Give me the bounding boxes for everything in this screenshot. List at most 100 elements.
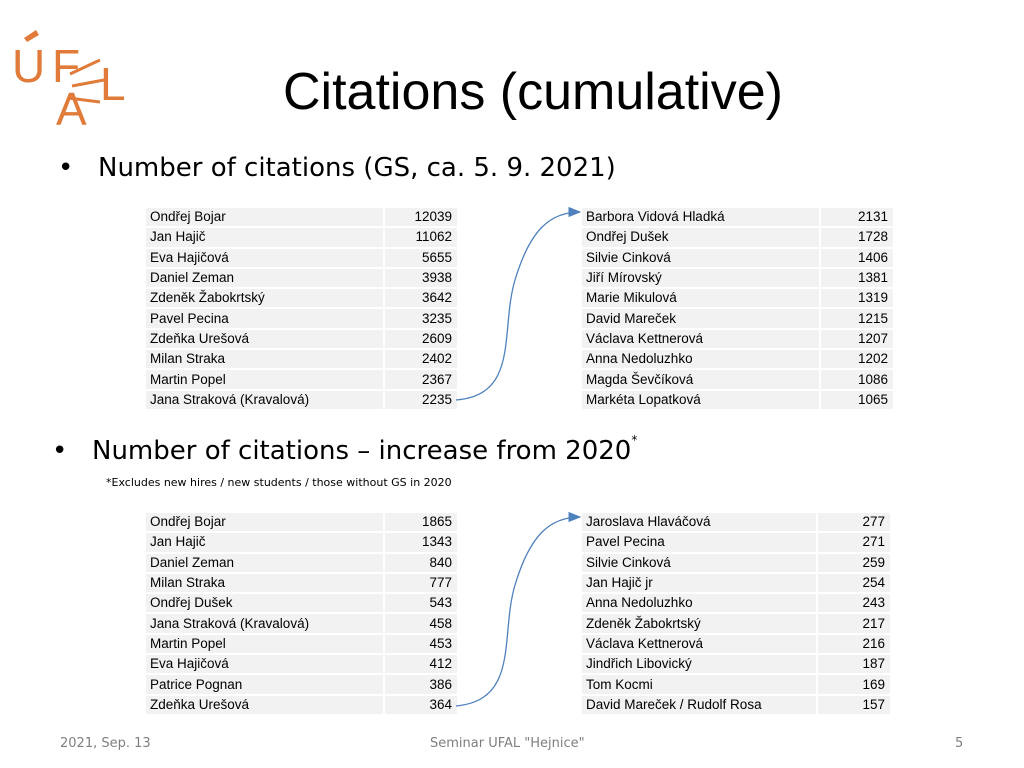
increase-table-left: Ondřej Bojar 1865 Jan Hajič 1343 Daniel Zema…	[146, 513, 457, 716]
person-name: Magda Ševčíková	[582, 369, 821, 391]
table-row: Eva Hajičová 412	[146, 654, 457, 676]
citation-count: 840	[384, 552, 457, 574]
citation-count: 1215	[820, 308, 893, 330]
table-row: Jindřich Libovický 187	[582, 654, 890, 676]
person-name: Tom Kocmi	[582, 674, 818, 696]
person-name: Patrice Pognan	[146, 674, 385, 696]
citation-count: 2131	[820, 208, 893, 229]
increase-table-right: Jaroslava Hlaváčová 277 Pavel Pecina 271 Sil…	[582, 513, 890, 716]
table-row: Zdeněk Žabokrtský 217	[582, 613, 890, 635]
table-row: Magda Ševčíková 1086	[582, 369, 893, 391]
citation-count: 216	[817, 633, 890, 656]
citation-count: 3938	[384, 267, 457, 290]
table-row: Eva Hajičová 5655	[146, 247, 457, 269]
table-row: Václava Kettnerová 1207	[582, 328, 893, 351]
person-name: Silvie Cinková	[582, 552, 818, 574]
citation-count: 254	[817, 572, 890, 595]
table-row: Jan Hajič 1343	[146, 532, 457, 554]
person-name: Jana Straková (Kravalová)	[146, 613, 385, 635]
svg-text:L: L	[100, 58, 126, 110]
footer-page-number: 5	[955, 736, 964, 751]
citation-count: 543	[384, 593, 457, 615]
table-row: David Mareček 1215	[582, 308, 893, 330]
citation-count: 3642	[384, 288, 457, 310]
person-name: Václava Kettnerová	[582, 328, 821, 351]
person-name: Jana Straková (Kravalová)	[146, 389, 385, 411]
person-name: David Mareček	[582, 308, 821, 330]
person-name: Anna Nedoluzhko	[582, 593, 818, 615]
citation-count: 11062	[384, 227, 457, 249]
table-row: Pavel Pecina 3235	[146, 308, 457, 330]
table-row: Anna Nedoluzhko 243	[582, 593, 890, 615]
person-name: Eva Hajičová	[146, 247, 385, 269]
citation-count: 259	[817, 552, 890, 574]
table-row: Jana Straková (Kravalová) 2235	[146, 389, 457, 411]
citation-count: 2235	[384, 389, 457, 411]
person-name: Milan Straka	[146, 349, 385, 371]
person-name: Anna Nedoluzhko	[582, 349, 821, 371]
citation-count: 364	[384, 694, 457, 716]
person-name: Zdeňka Urešová	[146, 328, 385, 351]
table-row: Ondřej Dušek 543	[146, 593, 457, 615]
person-name: Ondřej Bojar	[146, 208, 385, 229]
table-row: Ondřej Dušek 1728	[582, 227, 893, 249]
person-name: Marie Mikulová	[582, 288, 821, 310]
person-name: Jiří Mírovský	[582, 267, 821, 290]
bullet-dot: •	[52, 436, 68, 466]
citation-count: 386	[384, 674, 457, 696]
table-row: Patrice Pognan 386	[146, 674, 457, 696]
bullet-dot: •	[58, 153, 74, 183]
person-name: Jan Hajič	[146, 227, 385, 249]
citation-count: 1381	[820, 267, 893, 290]
table-row: Jana Straková (Kravalová) 458	[146, 613, 457, 635]
citation-count: 1202	[820, 349, 893, 371]
citation-count: 412	[384, 654, 457, 676]
bullet-cumulative: • Number of citations (GS, ca. 5. 9. 2021…	[58, 155, 616, 181]
citation-count: 1207	[820, 328, 893, 351]
person-name: Zdeňka Urešová	[146, 694, 385, 716]
citation-count: 1728	[820, 227, 893, 249]
citation-count: 777	[384, 572, 457, 595]
citation-count: 1865	[384, 513, 457, 534]
table-row: Daniel Zeman 840	[146, 552, 457, 574]
footnote-mark: *	[631, 433, 638, 447]
citation-count: 2367	[384, 369, 457, 391]
person-name: Eva Hajičová	[146, 654, 385, 676]
citation-count: 1343	[384, 532, 457, 554]
table-row: Milan Straka 2402	[146, 349, 457, 371]
citation-count: 277	[817, 513, 890, 534]
cumulative-table-right: Barbora Vidová Hladká 2131 Ondřej Dušek 172…	[582, 208, 893, 411]
table-row: Silvie Cinková 1406	[582, 247, 893, 269]
table-row: Markéta Lopatková 1065	[582, 389, 893, 411]
person-name: Zdeněk Žabokrtský	[582, 613, 818, 635]
citation-count: 1086	[820, 369, 893, 391]
person-name: Markéta Lopatková	[582, 389, 821, 411]
ufal-logo: U F A L	[12, 30, 126, 130]
person-name: Jan Hajič jr	[582, 572, 818, 595]
person-name: Milan Straka	[146, 572, 385, 595]
person-name: Barbora Vidová Hladká	[582, 208, 821, 229]
table-row: Barbora Vidová Hladká 2131	[582, 208, 893, 229]
citation-count: 1319	[820, 288, 893, 310]
citation-count: 458	[384, 613, 457, 635]
footer-event: Seminar UFAL "Hejnice"	[430, 736, 585, 751]
table-row: Martin Popel 453	[146, 633, 457, 656]
footnote-text: *Excludes new hires / new students / tho…	[106, 476, 452, 489]
table-row: Ondřej Bojar 1865	[146, 513, 457, 534]
person-name: Martin Popel	[146, 369, 385, 391]
person-name: Václava Kettnerová	[582, 633, 818, 656]
page-title: Citations (cumulative)	[283, 63, 783, 121]
cumulative-table-left: Ondřej Bojar 12039 Jan Hajič 11062 Eva Hajič…	[146, 208, 457, 411]
table-row: Jiří Mírovský 1381	[582, 267, 893, 290]
footer-date: 2021, Sep. 13	[60, 736, 151, 751]
table-row: Zdeňka Urešová 364	[146, 694, 457, 716]
person-name: Silvie Cinková	[582, 247, 821, 269]
citation-count: 169	[817, 674, 890, 696]
person-name: Jan Hajič	[146, 532, 385, 554]
person-name: Pavel Pecina	[582, 532, 818, 554]
continuation-arrow-bottom	[455, 511, 582, 707]
table-row: Tom Kocmi 169	[582, 674, 890, 696]
continuation-arrow-top	[455, 206, 582, 401]
citation-count: 2402	[384, 349, 457, 371]
person-name: Zdeněk Žabokrtský	[146, 288, 385, 310]
